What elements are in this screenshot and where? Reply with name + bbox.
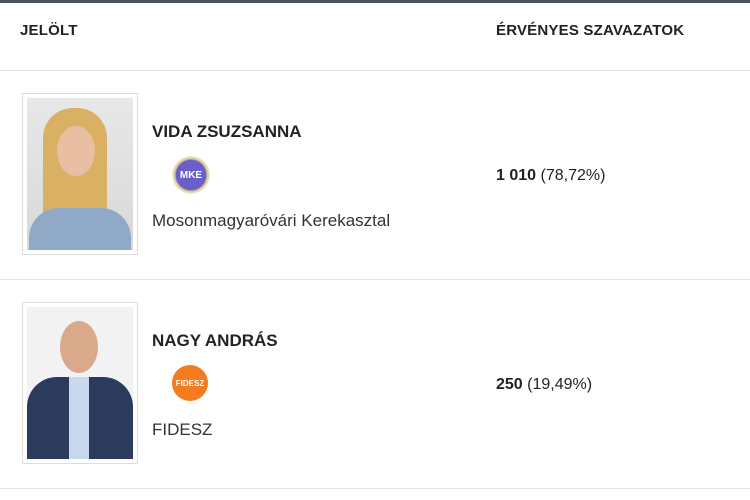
top-bar xyxy=(0,0,750,3)
vote-count: 1 010 (78,72%) xyxy=(496,167,606,184)
candidate-photo xyxy=(22,302,138,464)
party-logo: MKE xyxy=(172,156,210,194)
candidate-name: NAGY ANDRÁS xyxy=(152,331,278,350)
divider xyxy=(0,488,750,489)
candidate-name: VIDA ZSUZSANNA xyxy=(152,122,302,141)
candidate-photo xyxy=(22,93,138,255)
party-name: Mosonmagyaróvári Kerekasztal xyxy=(152,211,391,230)
party-logo: FIDESZ xyxy=(172,365,208,401)
column-header-votes: ÉRVÉNYES SZAVAZATOK xyxy=(496,22,685,39)
column-header-candidate: JELÖLT xyxy=(20,22,78,39)
party-name: FIDESZ xyxy=(152,420,213,439)
divider xyxy=(0,279,750,280)
divider xyxy=(0,70,750,71)
vote-count: 250 (19,49%) xyxy=(496,376,593,393)
